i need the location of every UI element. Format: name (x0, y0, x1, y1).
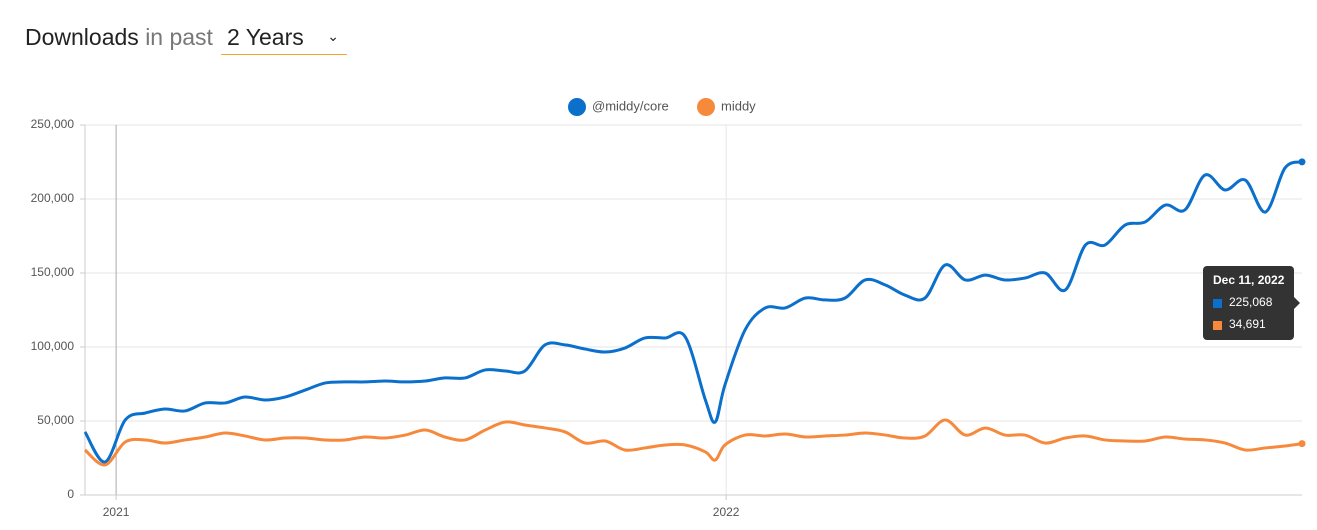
y-tick-label: 150,000 (31, 265, 75, 279)
legend-label: middy (721, 98, 756, 113)
y-tick-label: 250,000 (31, 117, 75, 131)
y-tick-label: 100,000 (31, 339, 75, 353)
tooltip-swatch (1213, 321, 1222, 330)
y-tick-label: 0 (67, 487, 74, 501)
legend-marker (697, 98, 715, 116)
tooltip-value: 34,691 (1229, 317, 1266, 331)
tooltip-arrow (1294, 297, 1300, 309)
x-tick-label: 2022 (713, 505, 740, 519)
series-line (84, 418, 1303, 467)
tooltip-title: Dec 11, 2022 (1213, 273, 1285, 287)
header-subtitle: in past (145, 24, 213, 50)
hover-point (1298, 440, 1306, 448)
tooltip: Dec 11, 2022 225,068 34,691 (1203, 266, 1300, 340)
legend-label: @middy/core (592, 98, 669, 113)
range-value: 2 Years (227, 24, 304, 50)
y-tick-label: 50,000 (37, 413, 74, 427)
y-tick-label: 200,000 (31, 191, 75, 205)
x-tick-label: 2021 (103, 505, 130, 519)
header: Downloads in past (25, 24, 213, 51)
series-line (83, 160, 1303, 464)
header-title: Downloads (25, 24, 139, 50)
dropdown-arrow: ⌄ (327, 28, 339, 44)
legend-marker (568, 98, 586, 116)
tooltip-value: 225,068 (1229, 295, 1273, 309)
tooltip-box (1203, 266, 1294, 340)
tooltip-swatch (1213, 299, 1222, 308)
range-select[interactable]: 2 Years ⌄ (221, 24, 347, 55)
hover-point (1298, 158, 1306, 166)
